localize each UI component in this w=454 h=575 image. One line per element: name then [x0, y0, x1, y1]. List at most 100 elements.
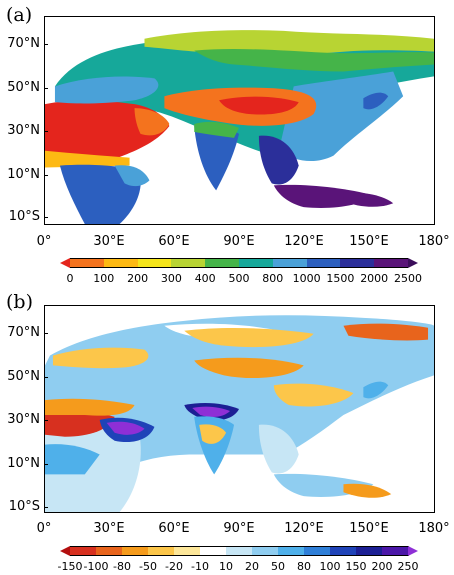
colorbar-tick-label: -80: [113, 560, 131, 573]
land-horn: [114, 165, 150, 187]
lon-label: 30°E: [93, 234, 125, 249]
land-orange-china: [273, 383, 354, 407]
lon-label: 120°E: [284, 234, 324, 249]
land-orange-east: [343, 323, 429, 341]
map-b: [45, 315, 434, 512]
colorbar-arrow-right: [408, 258, 418, 268]
colorbar: [60, 546, 418, 556]
land-sahara-red: [45, 410, 115, 437]
lat-label: 30°N: [7, 412, 40, 427]
lat-label: 50°N: [7, 369, 40, 384]
lon-label: 150°E: [349, 234, 389, 249]
colorbar-segment: [306, 258, 341, 268]
colorbar-tick-label: 10: [219, 560, 233, 573]
colorbar-segment: [304, 546, 331, 556]
colorbar-segment: [103, 258, 139, 268]
colorbar-tick-label: 50: [271, 560, 285, 573]
land-seasia-b: [258, 424, 299, 474]
land-orange-siberia: [184, 327, 314, 348]
lat-label: 10°S: [8, 209, 40, 224]
land-arabia-orange: [134, 108, 170, 136]
land-africa-south: [59, 164, 141, 224]
colorbar-arrow-left: [60, 546, 70, 556]
colorbar-segment: [122, 546, 149, 556]
colorbar-tick-label: -150: [57, 560, 83, 573]
land-india: [194, 125, 240, 191]
colorbar-tick-label: 250: [397, 560, 419, 573]
colorbar-tick-label: -50: [139, 560, 157, 573]
colorbar-tick-label: -100: [83, 560, 109, 573]
map-frame: [44, 305, 435, 513]
land-orange-central: [194, 357, 304, 379]
lat-label: 70°N: [7, 325, 40, 340]
tick: [44, 420, 48, 421]
colorbar-segment: [340, 258, 375, 268]
lat-label: 50°N: [7, 80, 40, 95]
colorbar-tick-label: 100: [93, 272, 115, 285]
land-sahel: [45, 150, 130, 168]
lon-label: 0°: [36, 234, 52, 249]
land-japan-b: [363, 381, 389, 399]
tick: [44, 507, 48, 508]
colorbar-segment: [226, 546, 253, 556]
colorbar-segment: [96, 546, 123, 556]
lon-label: 90°E: [223, 234, 255, 249]
colorbar-segment: [239, 258, 274, 268]
tick: [44, 44, 48, 45]
land-seasia: [258, 135, 299, 185]
tick: [44, 175, 48, 176]
land-india-north: [194, 121, 240, 138]
colorbar-tick-label: 20: [245, 560, 259, 573]
colorbar-segment: [382, 546, 409, 556]
lat-label: 10°N: [7, 456, 40, 471]
colorbar-arrow-left: [60, 258, 70, 268]
colorbar-tick-label: 1500: [326, 272, 355, 285]
lat-label: 10°S: [8, 499, 40, 514]
colorbar-segment: [356, 546, 383, 556]
lon-label: 180°: [418, 521, 450, 536]
lon-label: 180°: [418, 234, 450, 249]
colorbar-segment: [137, 258, 172, 268]
map-a: [45, 30, 434, 224]
lat-label: 70°N: [7, 36, 40, 51]
colorbar-tick-label: 300: [160, 272, 182, 285]
land-tibet-purple: [192, 406, 231, 418]
colorbar-tick-label: 1000: [292, 272, 321, 285]
colorbar-segment: [374, 258, 409, 268]
land-north-yellowgreen: [144, 30, 434, 56]
lon-label: 150°E: [349, 521, 389, 536]
colorbar-arrow-right: [408, 546, 418, 556]
colorbar-tick-label: 800: [262, 272, 284, 285]
land-europe-b: [52, 347, 149, 369]
land-east-blue: [278, 71, 404, 162]
tick: [44, 333, 48, 334]
colorbar-tick-label: 150: [345, 560, 367, 573]
panel-a: (a): [0, 0, 454, 287]
land-high-red: [219, 96, 299, 115]
panel-label: (b): [6, 291, 33, 313]
panel-b: (b): [0, 287, 454, 575]
land-west-africa: [45, 444, 100, 475]
land-europe: [54, 76, 159, 104]
lon-label: 0°: [36, 521, 52, 536]
tick: [44, 377, 48, 378]
land-sahara-orange: [45, 398, 135, 416]
colorbar-tick-label: 400: [194, 272, 216, 285]
tick: [44, 217, 48, 218]
colorbar-segment: [171, 258, 206, 268]
colorbar-tick-label: 200: [127, 272, 149, 285]
colorbar-tick-label: 100: [319, 560, 341, 573]
colorbar-tick-label: 2000: [360, 272, 389, 285]
land-newguinea-b: [343, 483, 392, 498]
map-frame: [44, 16, 435, 225]
lon-label: 120°E: [284, 521, 324, 536]
panel-label: (a): [6, 4, 33, 26]
colorbar-tick-label: 0: [66, 272, 74, 285]
colorbar-segment: [200, 546, 227, 556]
lon-label: 90°E: [223, 521, 255, 536]
land-north-green: [194, 48, 434, 72]
lon-label: 60°E: [158, 234, 190, 249]
lon-label: 60°E: [158, 521, 190, 536]
colorbar-segment: [252, 546, 279, 556]
land-india-orange: [199, 424, 227, 444]
